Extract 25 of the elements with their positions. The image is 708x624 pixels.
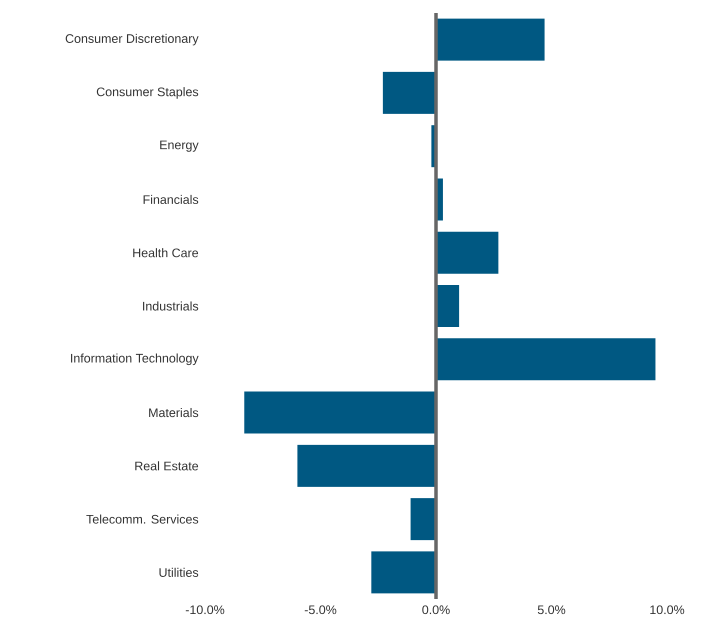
y-tick-label: Real Estate [135,461,198,470]
y-tick-label: Consumer Staples [96,87,198,99]
y-tick-label: Health Care [133,248,198,258]
x-tick-label: -5.0% [304,605,336,614]
bar [436,285,460,328]
bar [436,338,656,380]
bar [297,444,436,487]
y-tick-label: Materials [149,408,198,418]
y-tick-label: Utilities [159,568,198,577]
y-tick-label: Energy [160,140,199,152]
y-tick-label: Information Technology [71,353,199,366]
x-tick-label: -10.0% [186,605,224,614]
y-tick-label: Financials [144,194,198,204]
x-tick-label: 5.0% [538,605,566,614]
y-tick-label: Industrials [143,301,198,311]
y-tick-label: Consumer Discretionary [66,34,199,46]
y-tick-label: Telecomm. Services [86,514,198,524]
x-tick-label: 0.0% [422,605,450,614]
bar [371,551,436,594]
bar [382,72,436,114]
bar [244,392,436,434]
x-tick-label: 10.0% [650,605,684,614]
bar [436,232,498,274]
bar [410,498,436,540]
bar [436,18,545,61]
